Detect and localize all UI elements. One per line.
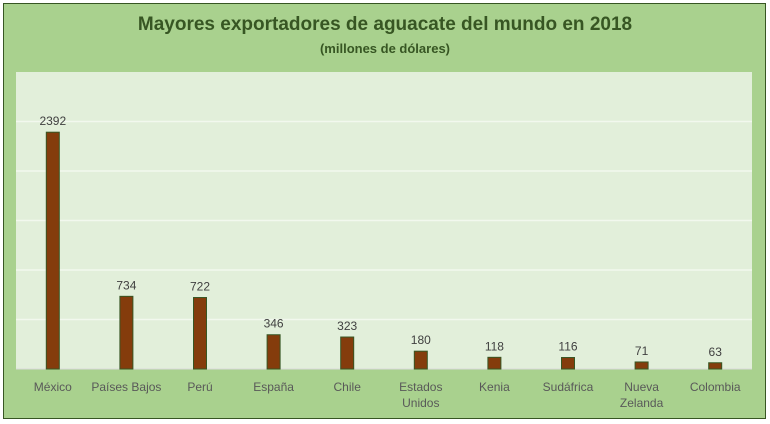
x-tick-label: España [253,380,294,394]
data-label: 722 [190,280,210,294]
x-tick-label: Colombia [690,380,741,394]
data-label: 346 [264,317,284,331]
data-label: 180 [411,333,431,347]
x-tick-label: Nueva Zelanda [620,380,664,410]
bar [487,356,502,370]
data-label: 2392 [39,114,66,128]
bar [561,357,575,370]
data-label: 63 [709,345,723,359]
bar [266,334,281,370]
bar [193,297,207,370]
bar [45,131,60,370]
bar [708,362,723,370]
bar [413,350,428,370]
chart-subtitle: (millones de dólares) [319,41,451,56]
data-label: 116 [558,340,577,354]
data-label: 71 [635,344,649,358]
data-label: 734 [116,278,136,292]
bar [340,336,355,370]
chart-title: Mayores exportadores de aguacate del mun… [137,14,633,35]
x-tick-label: Kenia [479,380,510,394]
x-tick-label: México [34,380,72,394]
x-tick-label: Perú [187,380,212,394]
data-label: 118 [485,339,504,353]
x-tick-label: Países Bajos [91,380,161,394]
bar [119,295,134,370]
x-tick-label: Chile [334,380,362,394]
data-label: 323 [337,319,357,333]
bar [634,361,649,370]
x-tick-label: Estados Unidos [399,380,442,410]
x-tick-label: Sudáfrica [543,380,594,394]
